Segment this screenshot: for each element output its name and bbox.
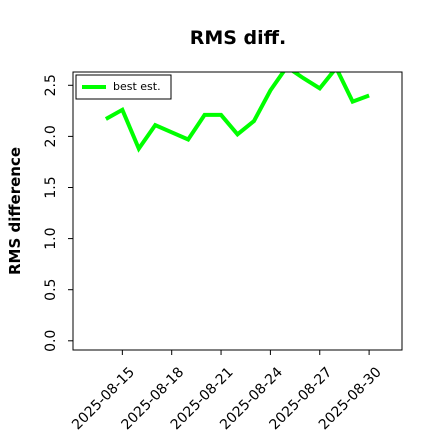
chart-title: RMS diff.: [190, 27, 287, 49]
y-tick-label: 0.0: [43, 330, 59, 352]
y-tick-label: 2.5: [43, 74, 59, 96]
y-tick-label: 0.5: [43, 279, 59, 301]
plot-frame: [72, 71, 403, 351]
y-axis-label: RMS difference: [6, 147, 24, 275]
legend-label: best est.: [113, 80, 161, 93]
y-tick-label: 2.0: [43, 125, 59, 147]
data-line: [104, 72, 370, 153]
y-tick-label: 1.5: [43, 176, 59, 198]
y-tick-label: 1.0: [43, 227, 59, 249]
